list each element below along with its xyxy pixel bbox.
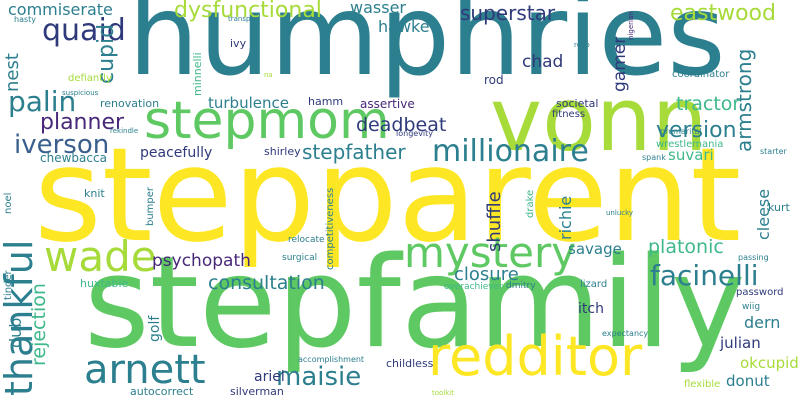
word: rejection (28, 283, 50, 366)
word: na (264, 71, 273, 79)
word: maisie (276, 362, 362, 392)
word: redo (574, 41, 590, 49)
word: lizard (580, 279, 608, 290)
word: mystery (404, 228, 577, 277)
word: expectancy (602, 329, 649, 338)
word: hawke (378, 17, 430, 36)
word: overachiever (444, 282, 503, 292)
word: wasser (350, 0, 406, 17)
word: wiig (742, 302, 761, 312)
word: eastwood (670, 1, 776, 26)
word: platonic (648, 236, 724, 258)
word: premarital (660, 127, 702, 136)
word: relocate (288, 235, 325, 245)
word: tractor (676, 93, 741, 115)
word: dern (744, 313, 781, 332)
word: stepmom (144, 91, 390, 151)
word: golf (147, 315, 163, 342)
word: commiserate (8, 0, 113, 19)
word: peacefully (140, 145, 213, 161)
word: passing (738, 253, 769, 262)
word: toolkit (432, 389, 454, 397)
word: gamer (610, 36, 630, 92)
word: suspicious (62, 89, 99, 97)
word: stepfamily (84, 229, 746, 376)
word: okcupid (740, 354, 799, 372)
word: spank (642, 153, 666, 162)
word: closure (454, 264, 519, 285)
word: iverson (14, 130, 110, 160)
word: turbulence (208, 94, 289, 112)
word: chad (522, 52, 564, 72)
word: rekindle (110, 127, 139, 135)
word: kurt (768, 201, 790, 214)
word: ariel (254, 369, 285, 385)
word: bumper (145, 186, 156, 226)
word: wrestlemania (656, 139, 724, 150)
word: dysfunctional (174, 0, 322, 23)
word: julian (720, 334, 761, 352)
word: vonn (490, 68, 708, 171)
word: silverman (230, 385, 284, 398)
word: password (736, 287, 784, 298)
word: accomplishment (298, 355, 365, 364)
word: stepparent (34, 119, 742, 271)
word: cleese (754, 188, 773, 240)
word: dub (6, 317, 25, 348)
word: consultation (208, 272, 325, 294)
word: donut (726, 372, 770, 390)
word: assertive (360, 97, 415, 111)
word: humphries (128, 0, 726, 101)
word: huxtable (80, 277, 129, 290)
word: nigerian (627, 11, 635, 40)
word: unlucky (606, 209, 634, 217)
word: starter (760, 147, 787, 156)
word: rod (484, 73, 504, 87)
word: surgical (282, 253, 318, 263)
word: defiantly (68, 73, 112, 84)
word: savage (568, 240, 622, 258)
word: competitiveness (325, 187, 336, 270)
word: minnelli (191, 52, 204, 96)
word: ivy (230, 37, 247, 50)
word: redditor (428, 325, 643, 388)
word: facinelli (650, 259, 759, 292)
word: knit (84, 187, 105, 200)
word: transpire (228, 15, 260, 23)
word: wade (44, 232, 157, 281)
word: flexible (684, 379, 721, 390)
word: shuffle (484, 191, 505, 252)
word: stepfather (302, 140, 406, 164)
word: deadbeat (356, 114, 447, 136)
word: nest (2, 53, 23, 92)
word: psychopath (152, 251, 251, 271)
word: version (656, 118, 737, 143)
word: itch (578, 301, 604, 317)
word: noel (3, 192, 14, 214)
word: planner (40, 110, 125, 135)
word: millionaire (432, 134, 589, 169)
word: richie (556, 195, 575, 240)
word: dmitry (506, 281, 536, 291)
word: longevity (396, 129, 434, 138)
word: drake (525, 189, 536, 218)
word: shirley (264, 145, 301, 158)
word: fitness (552, 109, 586, 120)
word: societal (556, 97, 599, 110)
word: arnett (84, 347, 206, 393)
word: palin (8, 85, 77, 118)
word: tinder (3, 270, 14, 300)
word: coordinator (672, 69, 730, 80)
word: quaid (42, 13, 126, 48)
word: renovation (100, 97, 160, 110)
word: superstar (460, 1, 556, 25)
word: childless (386, 357, 434, 370)
word: chewbacca (40, 151, 107, 165)
word: autocorrect (130, 385, 194, 398)
word: hamm (308, 95, 344, 108)
word: suvari (668, 146, 714, 164)
word: hasty (14, 15, 37, 24)
